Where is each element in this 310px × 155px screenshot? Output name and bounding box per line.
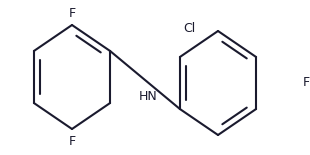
Text: F: F (303, 77, 310, 89)
Text: Cl: Cl (183, 22, 195, 35)
Text: F: F (69, 135, 76, 148)
Text: F: F (69, 7, 76, 20)
Text: HN: HN (139, 91, 158, 104)
